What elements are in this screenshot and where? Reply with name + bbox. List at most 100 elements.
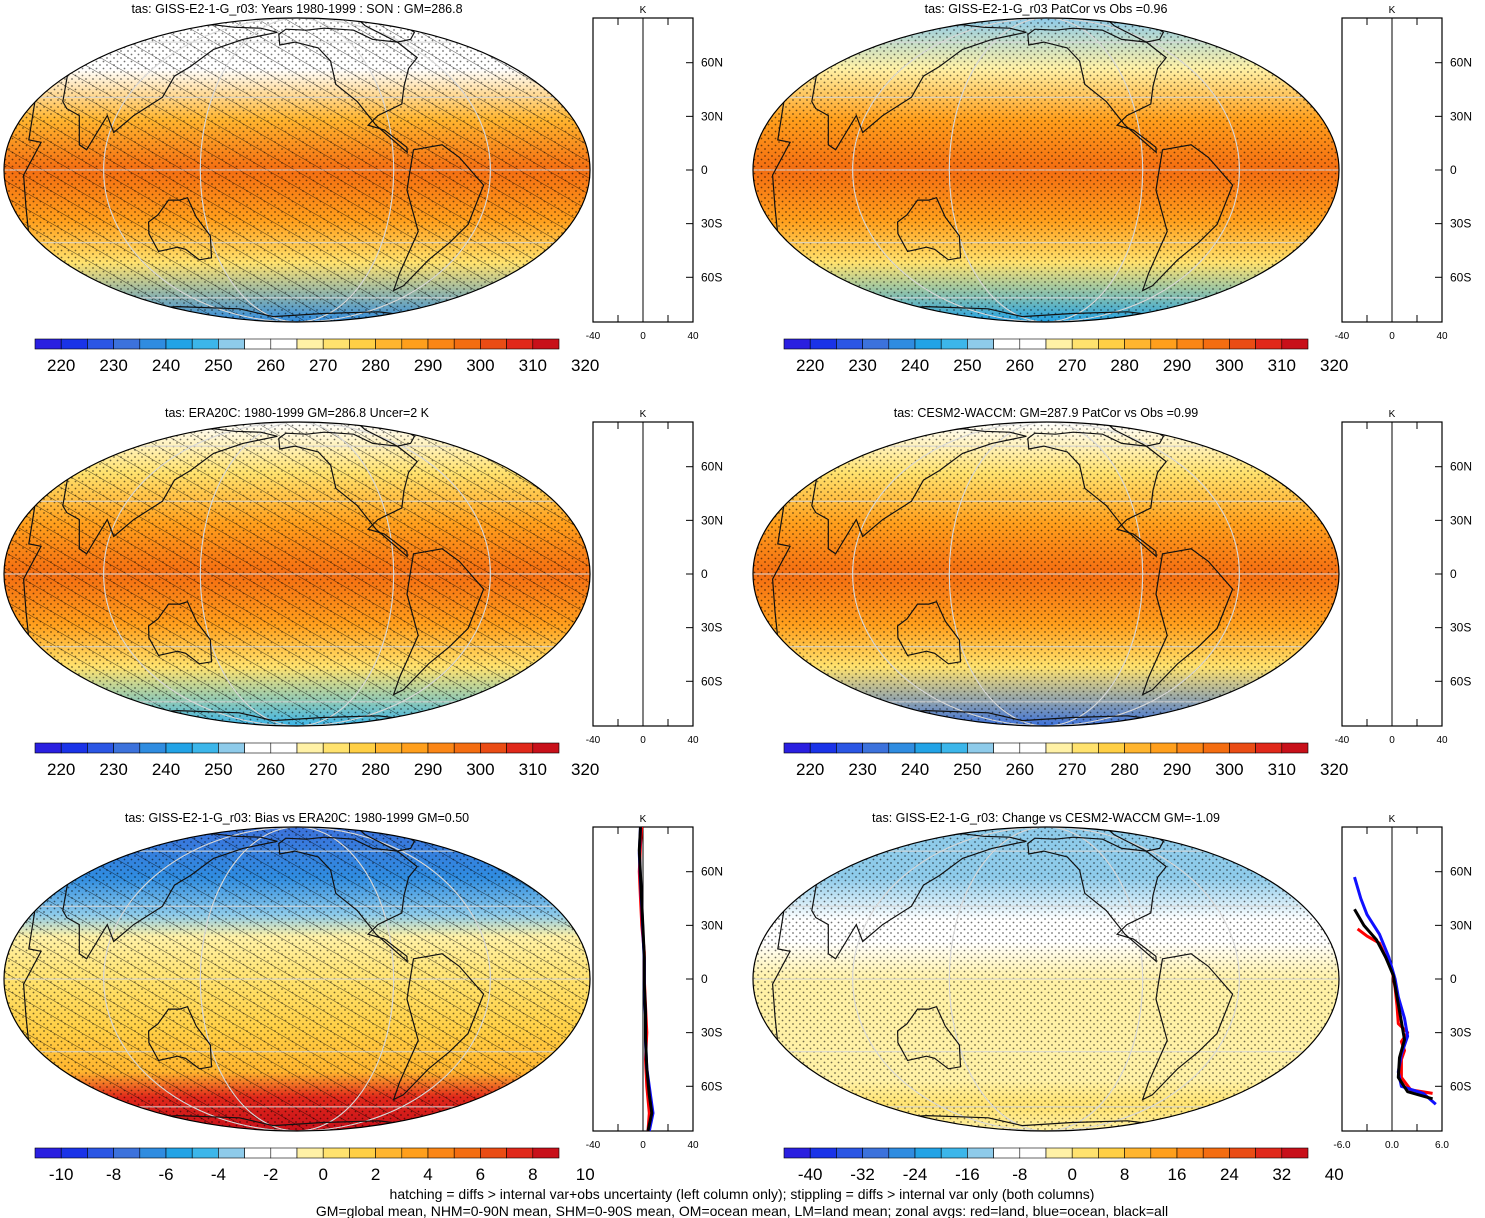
colorbar-box [532,338,560,350]
profile-xtick-label: 0 [640,1140,646,1151]
colorbar-box [375,338,403,350]
colorbar-tick-label: 290 [1163,760,1191,779]
profile-xtick-label: 40 [687,1140,699,1151]
colorbar-box [967,338,994,350]
continent-outline [127,1114,467,1131]
colorbar-box [993,338,1021,350]
colorbar-box [34,742,62,754]
colorbar-tick-label: -40 [798,1165,823,1184]
colorbar-box [349,338,376,350]
profile-series-all [1353,908,1434,1101]
colorbar-tick-label: 230 [848,356,876,375]
continent-outline [127,709,467,726]
profile-ytick-label: 30S [1450,1026,1471,1040]
colorbar-tick-label: 240 [152,760,180,779]
profile-ytick-label: 30N [1450,513,1472,527]
profile-xtick-label: 0 [640,331,646,342]
colorbar-box [1202,742,1230,754]
colorbar-tick-label: 310 [1268,356,1296,375]
footnote-line1: hatching = diffs > internal var+obs unce… [390,1186,1095,1202]
colorbar-tick-label: 6 [476,1165,485,1184]
colorbar-tick-label: 250 [204,356,232,375]
colorbar-box [296,742,324,754]
profile-ytick-label: 60N [701,56,723,70]
map-field [753,827,1339,1131]
profile-ytick-label: 0 [1450,567,1457,581]
map-border [752,826,1340,1132]
continent-outline [1141,548,1234,696]
profile-ytick-label: 60S [701,1079,722,1093]
colorbar-box [836,338,863,350]
panel-title: tas: GISS-E2-1-G_r03: Years 1980-1999 : … [131,2,462,16]
colorbar-box [165,742,193,754]
map-field [4,422,590,726]
colorbar-box [1098,742,1125,754]
colorbar-box [322,742,350,754]
colorbar-tick-label: 300 [466,356,494,375]
profile-ytick-label: 30N [701,513,723,527]
colorbar-box [401,1147,429,1159]
colorbar-box [1098,1147,1125,1159]
continent-outline [392,953,485,1101]
colorbar-tick-label: 4 [423,1165,432,1184]
colorbar-tick-label: 280 [361,760,389,779]
colorbar-tick-label: 8 [528,1165,537,1184]
profile-ytick-label: 60S [1450,674,1471,688]
colorbar-box [836,742,863,754]
colorbar-box [139,742,167,754]
continent-outline [147,600,213,665]
colorbar-box [165,1147,193,1159]
profile-unit-label: K [1389,409,1396,420]
continent-outline [392,144,485,292]
colorbar-tick-label: -24 [903,1165,928,1184]
colorbar-box [1229,1147,1256,1159]
colorbar-box [1176,1147,1204,1159]
continent-outline [1027,836,1168,963]
colorbar-box [1150,742,1178,754]
colorbar-box [1176,338,1204,350]
colorbar-box [1019,338,1047,350]
colorbar-tick-label: 0 [1067,1165,1076,1184]
profile-ytick-label: 60N [1450,460,1472,474]
colorbar-box [1019,1147,1047,1159]
panel-model-vs-obs: tas: GISS-E2-1-G_r03 PatCor vs Obs =0.96… [752,2,1472,375]
colorbar-box [1124,742,1152,754]
colorbar-tick-label: 310 [1268,760,1296,779]
colorbar-box [1255,742,1283,754]
colorbar-tick-label: 280 [361,356,389,375]
colorbar-box [993,742,1021,754]
colorbar-box [480,1147,507,1159]
colorbar-box [914,742,942,754]
continent-outline [278,836,419,963]
profile-unit-label: K [1389,814,1396,825]
colorbar-box [862,742,890,754]
colorbar-tick-label: 320 [1320,760,1348,779]
colorbar-box [165,338,193,350]
colorbar-box [270,742,298,754]
continent-outline [1027,431,1168,558]
longitude-gridline [199,18,395,322]
colorbar-box [993,1147,1021,1159]
map-border [3,421,591,727]
continent-outline [1141,953,1234,1101]
profile-ytick-label: 60S [1450,270,1471,284]
map-field [753,422,1339,726]
colorbar-tick-label: 230 [99,760,127,779]
colorbar-box [1045,1147,1073,1159]
colorbar-box [322,1147,350,1159]
colorbar-box [480,338,507,350]
profile-ytick-label: 30S [701,621,722,635]
continent-outline [876,709,1216,726]
colorbar-box [1281,338,1309,350]
colorbar-tick-label: 270 [309,356,337,375]
map-field [753,18,1339,322]
panel-obs: tas: ERA20C: 1980-1999 GM=286.8 Uncer=2 … [3,406,723,779]
profile-ytick-label: 60N [701,865,723,879]
colorbar-tick-label: -10 [49,1165,74,1184]
colorbar-box [34,1147,62,1159]
colorbar-box [296,338,324,350]
profile-unit-label: K [640,5,647,16]
profile-ytick-label: 30N [1450,918,1472,932]
panel-title: tas: GISS-E2-1-G_r03: Change vs CESM2-WA… [872,811,1220,825]
colorbar-box [809,1147,837,1159]
